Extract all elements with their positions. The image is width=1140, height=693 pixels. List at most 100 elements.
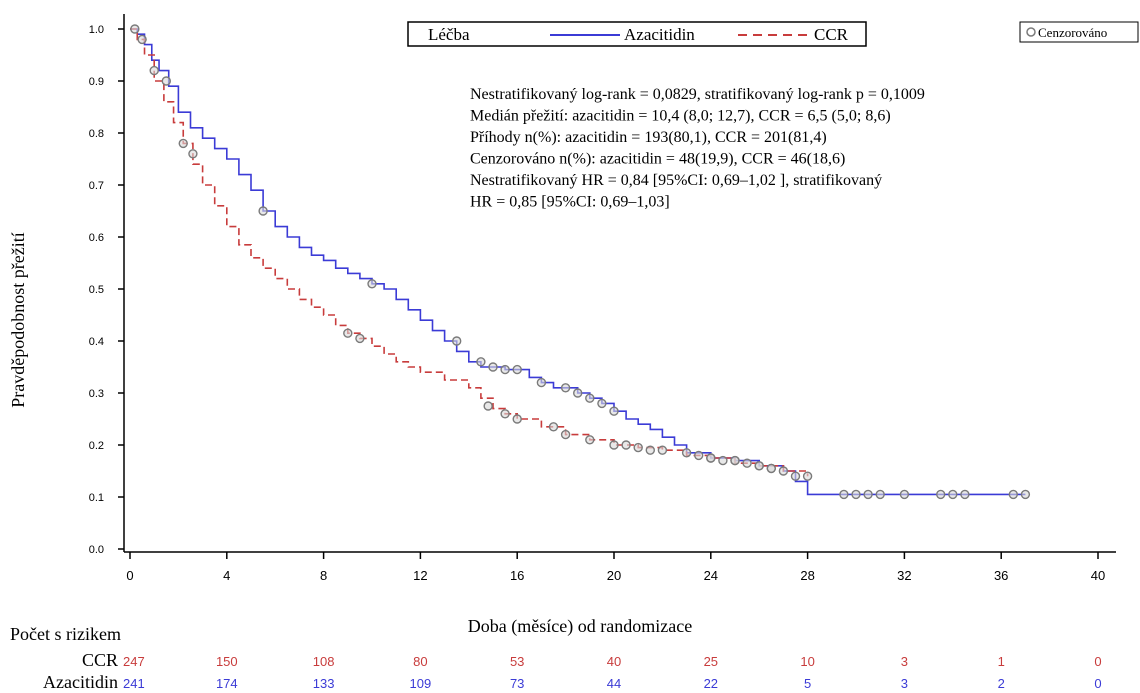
censor-marker-ccr bbox=[754, 461, 764, 471]
censor-marker-ccr bbox=[130, 24, 140, 34]
censor-marker-ccr bbox=[585, 435, 595, 445]
x-tick-label: 20 bbox=[607, 568, 621, 583]
censor-marker-ccr bbox=[560, 429, 571, 440]
risk-value: 133 bbox=[313, 676, 335, 691]
risk-value: 25 bbox=[704, 654, 718, 669]
censor-marker-ccr bbox=[178, 138, 188, 149]
censor-marker-azacitidin bbox=[1008, 489, 1018, 500]
x-tick-label: 24 bbox=[704, 568, 718, 583]
risk-value: 0 bbox=[1094, 654, 1101, 669]
risk-value: 1 bbox=[998, 654, 1005, 669]
y-tick-label: 0.8 bbox=[89, 128, 104, 140]
y-axis-label: Pravděpodobnost přežití bbox=[8, 232, 28, 407]
censor-marker-ccr bbox=[645, 445, 655, 455]
risk-value: 3 bbox=[901, 654, 908, 669]
x-tick-label: 4 bbox=[223, 568, 230, 583]
censor-marker-azacitidin bbox=[452, 336, 462, 346]
censor-marker-ccr bbox=[137, 34, 147, 45]
y-tick-label: 0.5 bbox=[89, 284, 104, 296]
stats-line: Příhody n(%): azacitidin = 193(80,1), CC… bbox=[470, 129, 827, 146]
censor-marker-azacitidin bbox=[899, 489, 910, 500]
censored-legend-label: Cenzorováno bbox=[1038, 25, 1107, 40]
y-tick-label: 0.7 bbox=[89, 180, 104, 192]
risk-value: 44 bbox=[607, 676, 621, 691]
risk-value: 40 bbox=[607, 654, 621, 669]
y-tick-label: 0.9 bbox=[89, 76, 104, 88]
censor-marker-azacitidin bbox=[476, 357, 486, 367]
censor-marker-ccr bbox=[633, 442, 643, 453]
censor-marker-ccr bbox=[149, 65, 159, 76]
x-tick-label: 32 bbox=[897, 568, 911, 583]
x-tick-label: 36 bbox=[994, 568, 1008, 583]
x-tick-label: 16 bbox=[510, 568, 524, 583]
risk-table-title: Počet s rizikem bbox=[10, 624, 121, 644]
x-tick-label: 0 bbox=[126, 568, 133, 583]
censor-marker-azacitidin bbox=[839, 489, 849, 500]
censor-marker-ccr bbox=[512, 414, 522, 424]
censor-marker-azacitidin bbox=[367, 279, 377, 289]
risk-value: 247 bbox=[123, 654, 145, 669]
censor-marker-ccr bbox=[355, 333, 365, 344]
curve-azacitidin bbox=[130, 28, 1026, 496]
legend: Léčba Azacitidin CCR Cenzorováno bbox=[407, 21, 1139, 47]
x-tick-label: 28 bbox=[800, 568, 814, 583]
x-tick-label: 8 bbox=[320, 568, 327, 583]
censor-marker-ccr bbox=[778, 466, 789, 476]
censor-marker-azacitidin bbox=[597, 398, 607, 409]
censor-marker-azacitidin bbox=[488, 362, 498, 372]
censored-legend-box bbox=[1019, 21, 1139, 43]
censor-marker-azacitidin bbox=[718, 455, 728, 466]
censor-marker-ccr bbox=[730, 455, 740, 466]
risk-value: 174 bbox=[216, 676, 238, 691]
censor-marker-ccr bbox=[343, 328, 353, 338]
censor-marker-azacitidin bbox=[161, 76, 172, 86]
censor-marker-azacitidin bbox=[585, 393, 595, 403]
risk-table: Počet s rizikem CCR Azacitidin 247 150 108… bbox=[10, 624, 1102, 692]
censor-marker-azacitidin bbox=[875, 489, 885, 500]
y-tick-group: 0.0 0.1 0.2 0.3 0.4 0.5 0.6 0.7 0.8 0.9 1.0 bbox=[89, 24, 124, 556]
censor-marker-azacitidin bbox=[500, 364, 510, 375]
censor-marker-group bbox=[130, 24, 1031, 500]
censor-marker-azacitidin bbox=[960, 489, 970, 500]
risk-value: 10 bbox=[800, 654, 814, 669]
statistics-block: Nestratifikovaný log-rank = 0,0829, stra… bbox=[470, 86, 925, 211]
risk-value: 22 bbox=[704, 676, 718, 691]
risk-value: 109 bbox=[410, 676, 432, 691]
risk-row-label-azacitidin: Azacitidin bbox=[43, 672, 118, 692]
censor-marker-azacitidin bbox=[258, 206, 268, 216]
censor-marker-azacitidin bbox=[863, 489, 873, 500]
risk-value: 0 bbox=[1094, 676, 1101, 691]
x-tick-group: 0 4 8 12 16 20 24 28 32 36 40 bbox=[126, 552, 1105, 583]
censor-marker-ccr bbox=[742, 458, 752, 468]
y-tick-label: 1.0 bbox=[89, 24, 104, 36]
y-tick-label: 0.4 bbox=[89, 336, 104, 348]
stats-line: Nestratifikovaný HR = 0,84 [95%CI: 0,69–… bbox=[470, 172, 882, 189]
censor-marker-azacitidin bbox=[560, 383, 571, 393]
risk-value: 150 bbox=[216, 654, 238, 669]
censor-marker-ccr bbox=[483, 401, 493, 411]
censor-marker-ccr bbox=[766, 463, 776, 474]
risk-row-label-ccr: CCR bbox=[82, 650, 118, 670]
stats-line: HR = 0,85 [95%CI: 0,69–1,03] bbox=[470, 194, 670, 211]
censor-marker-ccr bbox=[621, 440, 631, 450]
risk-value: 241 bbox=[123, 676, 145, 691]
censor-marker-azacitidin bbox=[851, 489, 861, 500]
x-tick-label: 12 bbox=[413, 568, 427, 583]
risk-value: 2 bbox=[998, 676, 1005, 691]
risk-value: 73 bbox=[510, 676, 524, 691]
censor-marker-ccr bbox=[548, 422, 559, 432]
censor-marker-azacitidin bbox=[694, 450, 704, 461]
y-tick-label: 0.0 bbox=[89, 544, 104, 556]
stats-line: Medián přežití: azacitidin = 10,4 (8,0; … bbox=[470, 108, 891, 125]
censor-marker-ccr bbox=[802, 471, 813, 481]
y-tick-label: 0.2 bbox=[89, 440, 104, 452]
censor-marker-ccr bbox=[657, 445, 668, 455]
censor-marker-ccr bbox=[500, 409, 510, 419]
y-tick-label: 0.6 bbox=[89, 232, 104, 244]
censor-marker-azacitidin bbox=[1020, 489, 1031, 500]
risk-value: 53 bbox=[510, 654, 524, 669]
censor-marker-azacitidin bbox=[512, 364, 522, 375]
y-tick-label: 0.3 bbox=[89, 388, 104, 400]
censor-marker-azacitidin bbox=[573, 388, 583, 398]
